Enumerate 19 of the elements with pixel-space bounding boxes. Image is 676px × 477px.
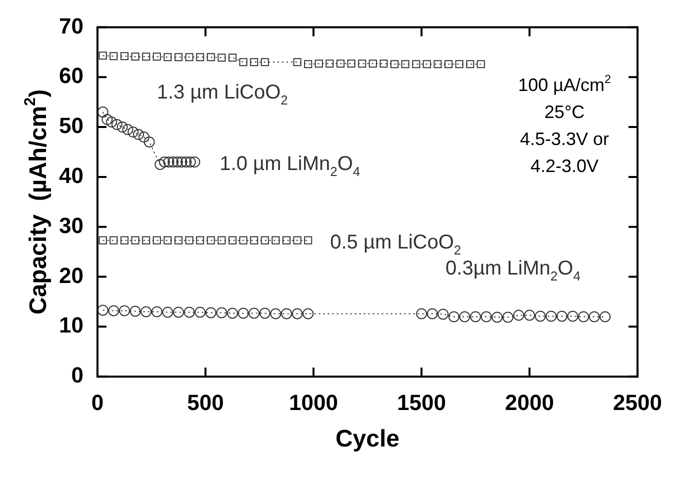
x-tick-label: 0 (91, 390, 104, 415)
y-tick-label: 70 (58, 13, 84, 38)
y-tick-label: 20 (58, 262, 84, 288)
y-tick-label: 40 (58, 163, 84, 188)
annotation: 4.2-3.0V (530, 156, 599, 176)
x-tick-label: 2500 (613, 390, 662, 415)
y-tick-label: 60 (58, 63, 84, 88)
x-tick-label: 500 (187, 390, 224, 415)
x-tick-label: 2000 (505, 390, 554, 415)
y-tick-label: 50 (58, 113, 84, 138)
y-tick-label: 30 (58, 212, 84, 238)
x-tick-label: 1000 (289, 390, 338, 415)
x-axis-title: Cycle (335, 426, 400, 453)
y-tick-label: 0 (71, 362, 84, 388)
y-axis-title: Capacity (µAh/cm2) (22, 89, 52, 315)
annotation: 4.5-3.3V or (520, 129, 610, 150)
y-tick-label: 10 (58, 312, 84, 338)
x-tick-label: 1500 (397, 390, 446, 415)
annotation: 25°C (544, 102, 585, 122)
